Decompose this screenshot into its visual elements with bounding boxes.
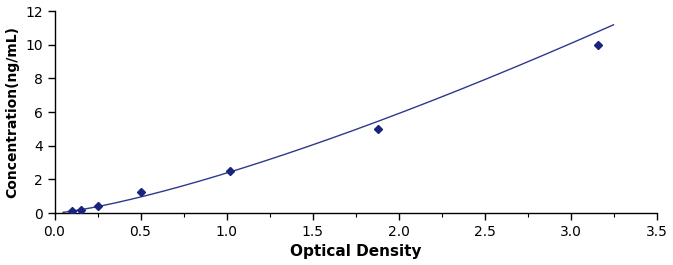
Y-axis label: Concentration(ng/mL): Concentration(ng/mL)	[5, 26, 20, 198]
X-axis label: Optical Density: Optical Density	[290, 244, 421, 259]
